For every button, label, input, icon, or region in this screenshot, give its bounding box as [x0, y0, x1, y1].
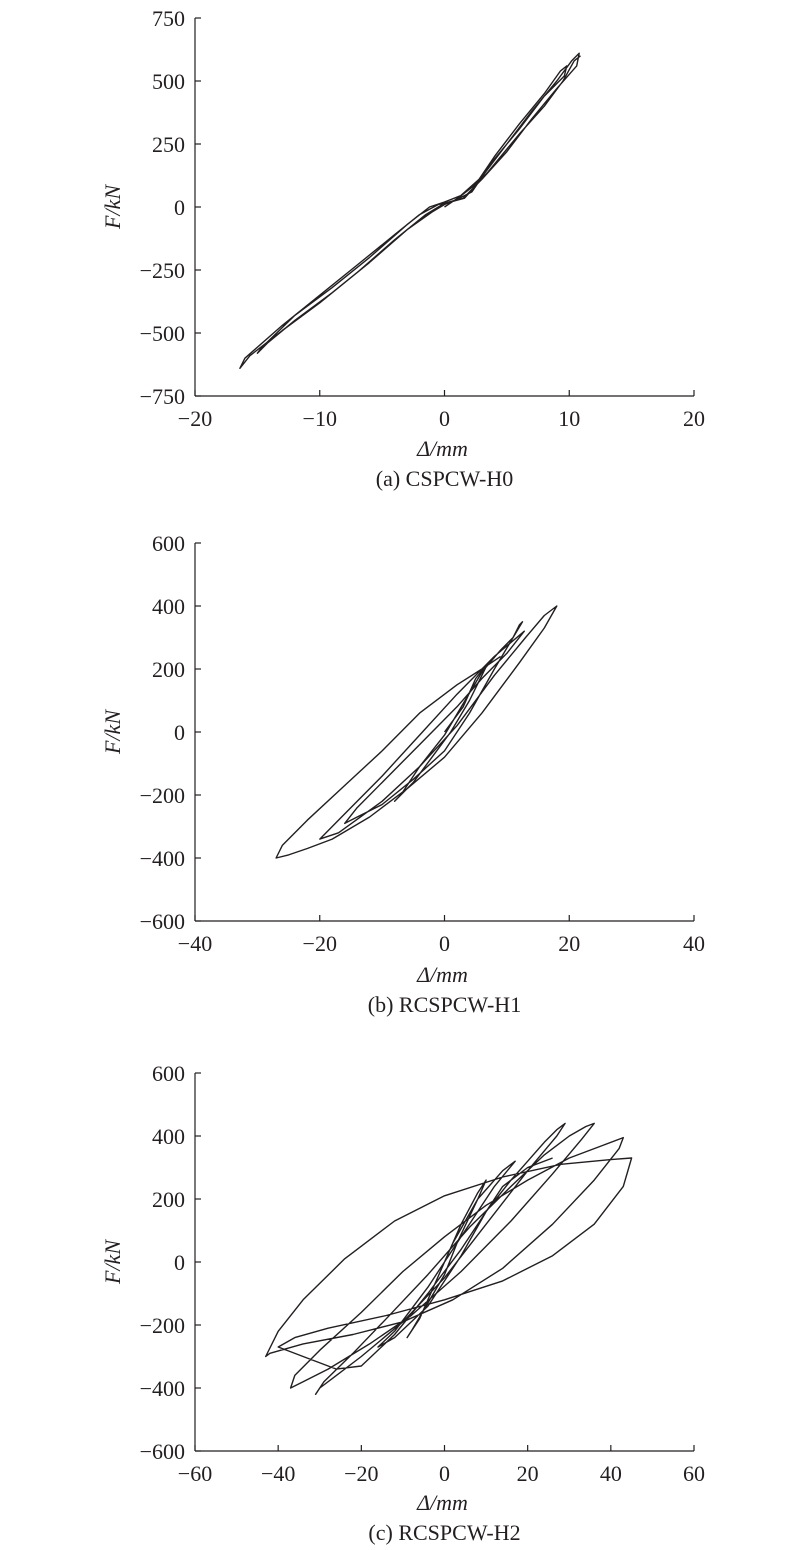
y-axis-title: F/kN	[100, 184, 125, 230]
x-tick-label: −40	[261, 1461, 295, 1486]
y-tick-label: −250	[140, 258, 185, 283]
x-tick-label: 20	[683, 406, 705, 431]
y-tick-label: 500	[152, 69, 185, 94]
x-tick-label: 0	[439, 406, 450, 431]
x-axis-title: Δ/mm	[416, 1490, 468, 1515]
y-tick-label: −200	[140, 783, 185, 808]
x-tick-label: 0	[439, 931, 450, 956]
y-tick-label: 200	[152, 1187, 185, 1212]
x-axis-title: Δ/mm	[416, 962, 468, 987]
x-axis-title: Δ/mm	[416, 436, 468, 461]
y-tick-label: 0	[174, 720, 185, 745]
x-tick-label: −10	[303, 406, 337, 431]
y-tick-label: 400	[152, 594, 185, 619]
figure-caption: (a) CSPCW-H0	[376, 466, 514, 491]
x-tick-label: 10	[558, 406, 580, 431]
y-tick-label: 0	[174, 1250, 185, 1275]
x-tick-label: −20	[344, 1461, 378, 1486]
x-tick-label: −60	[178, 1461, 212, 1486]
figure-caption: (b) RCSPCW-H1	[368, 992, 521, 1017]
hysteresis-curve	[265, 1122, 633, 1395]
y-tick-label: −400	[140, 1376, 185, 1401]
y-tick-label: −600	[140, 909, 185, 934]
y-tick-label: −500	[140, 321, 185, 346]
x-tick-label: −20	[303, 931, 337, 956]
x-tick-label: −20	[178, 406, 212, 431]
x-tick-label: 40	[683, 931, 705, 956]
x-tick-label: −40	[178, 931, 212, 956]
y-tick-label: 200	[152, 657, 185, 682]
y-tick-label: 600	[152, 531, 185, 556]
x-tick-label: 20	[517, 1461, 539, 1486]
y-tick-label: 400	[152, 1124, 185, 1149]
y-tick-label: 750	[152, 6, 185, 31]
y-tick-label: 600	[152, 1061, 185, 1086]
x-tick-label: 60	[683, 1461, 705, 1486]
y-tick-label: 250	[152, 132, 185, 157]
chart-panel-0: 750 500 250 0 −250 −500 −750−20 −10 0 10 20 Δ/mm F/k…	[100, 6, 705, 491]
y-tick-label: −400	[140, 846, 185, 871]
y-axis-title: F/kN	[100, 1239, 125, 1285]
figure-caption: (c) RCSPCW-H2	[368, 1520, 520, 1545]
x-tick-label: 0	[439, 1461, 450, 1486]
y-tick-label: −750	[140, 384, 185, 409]
y-tick-label: −600	[140, 1439, 185, 1464]
y-tick-label: 0	[174, 195, 185, 220]
y-axis-title: F/kN	[100, 709, 125, 755]
hysteresis-curve	[275, 605, 558, 859]
x-tick-label: 40	[600, 1461, 622, 1486]
x-tick-label: 20	[558, 931, 580, 956]
y-tick-label: −200	[140, 1313, 185, 1338]
hysteresis-curve	[239, 52, 581, 369]
